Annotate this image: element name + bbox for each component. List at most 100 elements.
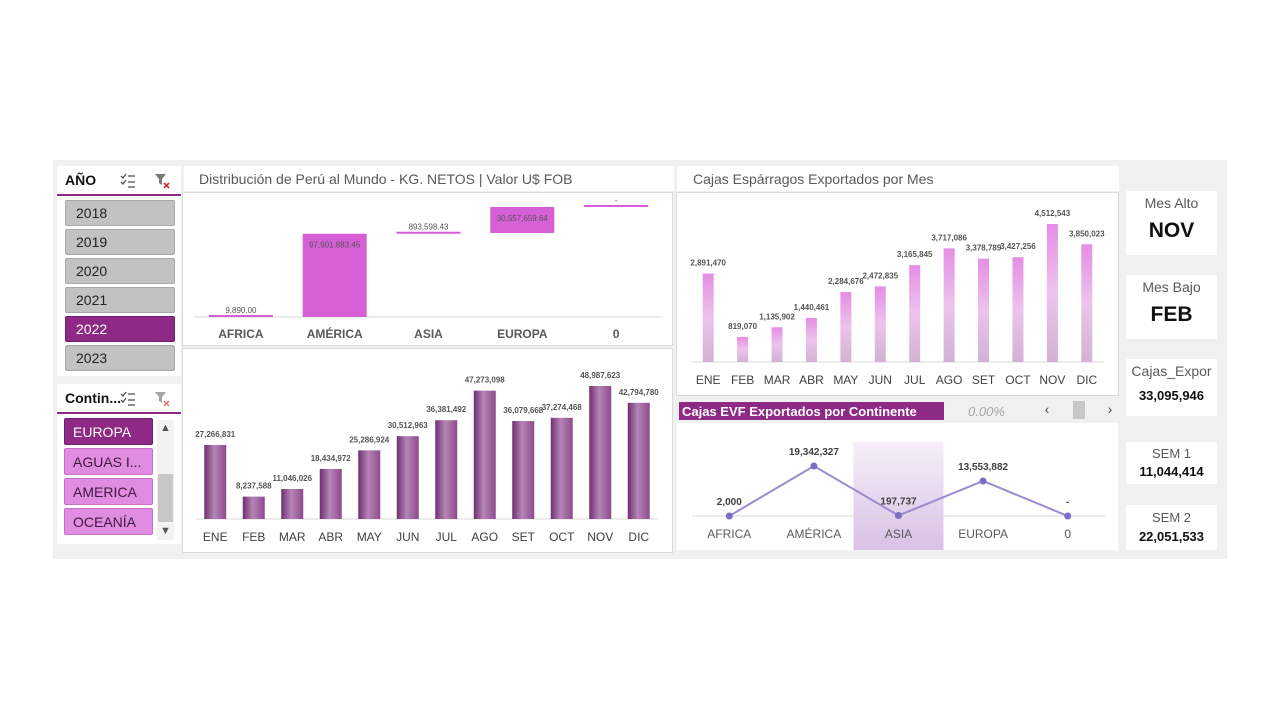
waterfall-data-label: 30,557,659.64 [497, 214, 549, 223]
year-slicer-header: AÑO [57, 166, 181, 196]
kpi-sem2: SEM 2 22,051,533 [1126, 505, 1217, 550]
scroll-down-icon[interactable]: ▼ [160, 525, 171, 537]
waterfall-bar [208, 315, 273, 317]
monthly-kg-month-label: NOV [587, 530, 613, 544]
chevron-right-icon[interactable]: › [1107, 401, 1113, 417]
monthly-kg-bar [589, 386, 612, 519]
waterfall-bar [490, 207, 555, 233]
monthly-kg-data-label: 11,046,026 [272, 474, 312, 483]
monthly-kg-bar [204, 444, 227, 519]
continent-europa-button[interactable]: EUROPA [64, 418, 153, 445]
cajas-data-label: 3,427,256 [1000, 242, 1036, 251]
cajas-month-label: OCT [1005, 373, 1031, 387]
multi-select-icon[interactable] [119, 390, 137, 408]
cajas-data-label: 4,512,543 [1035, 209, 1071, 218]
monthly-kg-month-label: MAY [357, 530, 382, 544]
monthly-kg-month-label: JUL [436, 530, 458, 544]
year-2022-button[interactable]: 2022 [65, 316, 175, 342]
kpi-sem1: SEM 1 11,044,414 [1126, 442, 1217, 484]
waterfall-category-label: EUROPA [497, 327, 548, 341]
monthly-kg-bar [512, 421, 535, 519]
kpi-cajas: Cajas_Expor 33,095,946 [1126, 359, 1217, 416]
cajas-data-label: 2,891,470 [690, 259, 726, 268]
cajas-bar [1046, 224, 1058, 362]
chevron-left-icon[interactable]: ‹ [1044, 401, 1050, 417]
monthly-kg-data-label: 47,273,098 [465, 376, 506, 385]
cajas-bar [702, 273, 714, 362]
monthly-kg-bar [473, 390, 496, 519]
continent-america-button[interactable]: AMERICA [64, 478, 153, 505]
continent-scrollbar[interactable]: ▲ ▼ [157, 420, 174, 540]
waterfall-data-label: 893,598.43 [408, 223, 449, 232]
monthly-kg-month-label: DIC [628, 530, 649, 544]
charts-canvas: 9,890.00 AFRICA 97,901,883.45 AMÉRICA 893,59… [194, 196, 1105, 550]
monthly-kg-data-label: 27,266,831 [195, 430, 236, 439]
evf-category-label: AFRICA [707, 527, 751, 541]
year-2021-button[interactable]: 2021 [65, 287, 175, 313]
kpi-mes-bajo-value: FEB [1150, 303, 1193, 326]
waterfall-category-label: 0 [613, 327, 620, 341]
monthly-kg-month-label: MAR [279, 530, 306, 544]
cajas-data-label: 1,440,461 [794, 303, 830, 312]
kpi-sem2-label: SEM 2 [1151, 510, 1191, 525]
monthly-kg-month-label: ABR [318, 530, 343, 544]
cajas-month-label: DIC [1076, 373, 1097, 387]
continent-slicer: Contin... EUROPA AGUAS I... AMERICA OCEA… [57, 384, 181, 544]
waterfall-chart-panel [182, 192, 673, 346]
waterfall-category-label: AMÉRICA [307, 326, 363, 341]
monthly-kg-bar [242, 496, 265, 519]
monthly-kg-data-label: 25,286,924 [349, 435, 390, 444]
cajas-chart-title: Cajas Espárragos Exportados por Mes [693, 171, 934, 187]
monthly-kg-month-label: OCT [549, 530, 575, 544]
cajas-bar [737, 336, 749, 362]
evf-data-label: 13,553,882 [958, 462, 1008, 473]
cajas-bar [1012, 257, 1024, 362]
year-slicer: AÑO 2018 2019 2020 2021 2022 2023 [57, 166, 181, 376]
clear-filter-icon[interactable] [153, 172, 171, 190]
year-2018-button[interactable]: 2018 [65, 200, 175, 226]
cajas-bar [771, 327, 783, 362]
cajas-bar [978, 258, 990, 362]
waterfall-data-label: 9,890.00 [225, 306, 257, 315]
monthly-kg-bar [358, 450, 381, 519]
scroll-thumb[interactable] [158, 474, 173, 522]
year-slicer-title: AÑO [65, 172, 97, 188]
year-2023-button[interactable]: 2023 [65, 345, 175, 371]
monthly-kg-data-label: 48,987,623 [580, 371, 621, 380]
dashboard: AÑO 2018 2019 2020 2021 2022 2023 Contin… [53, 160, 1227, 559]
continent-slicer-header: Contin... [57, 384, 181, 414]
cajas-data-label: 3,165,845 [897, 250, 933, 259]
multi-select-icon[interactable] [119, 172, 137, 190]
kpi-mes-alto-label: Mes Alto [1144, 195, 1199, 211]
cajas-data-label: 2,472,835 [862, 271, 898, 280]
cajas-month-label: MAR [764, 373, 791, 387]
year-2019-button[interactable]: 2019 [65, 229, 175, 255]
cajas-month-label: ABR [799, 373, 824, 387]
year-2020-button[interactable]: 2020 [65, 258, 175, 284]
monthly-kg-bar [396, 436, 419, 519]
evf-point [895, 511, 902, 519]
nav-scroll-track[interactable] [1073, 401, 1085, 419]
cajas-month-label: SET [972, 373, 996, 387]
monthly-kg-data-label: 8,237,588 [236, 482, 272, 491]
evf-point [979, 477, 987, 485]
clear-filter-icon[interactable] [153, 390, 171, 408]
continent-aguas-button[interactable]: AGUAS I... [64, 448, 153, 475]
monthly-kg-month-label: ENE [203, 530, 228, 544]
waterfall-bar [396, 231, 461, 234]
cajas-month-label: AGO [936, 373, 963, 387]
scroll-up-icon[interactable]: ▲ [160, 422, 171, 434]
distribution-title-bar: Distribución de Perú al Mundo - KG. NETO… [184, 166, 674, 191]
waterfall-category-label: AFRICA [218, 327, 264, 341]
continent-oceania-button[interactable]: OCEANÍA [64, 508, 153, 535]
evf-category-label: 0 [1064, 527, 1071, 541]
monthly-kg-month-label: JUN [396, 530, 419, 544]
cajas-bar [909, 265, 921, 362]
cajas-month-label: JUL [904, 373, 926, 387]
evf-data-label: - [1066, 497, 1069, 508]
monthly-kg-data-label: 42,794,780 [619, 388, 660, 397]
monthly-kg-data-label: 36,381,492 [426, 405, 467, 414]
monthly-kg-bar [319, 468, 342, 519]
cajas-bar [943, 248, 955, 362]
cajas-month-label: JUN [869, 373, 892, 387]
